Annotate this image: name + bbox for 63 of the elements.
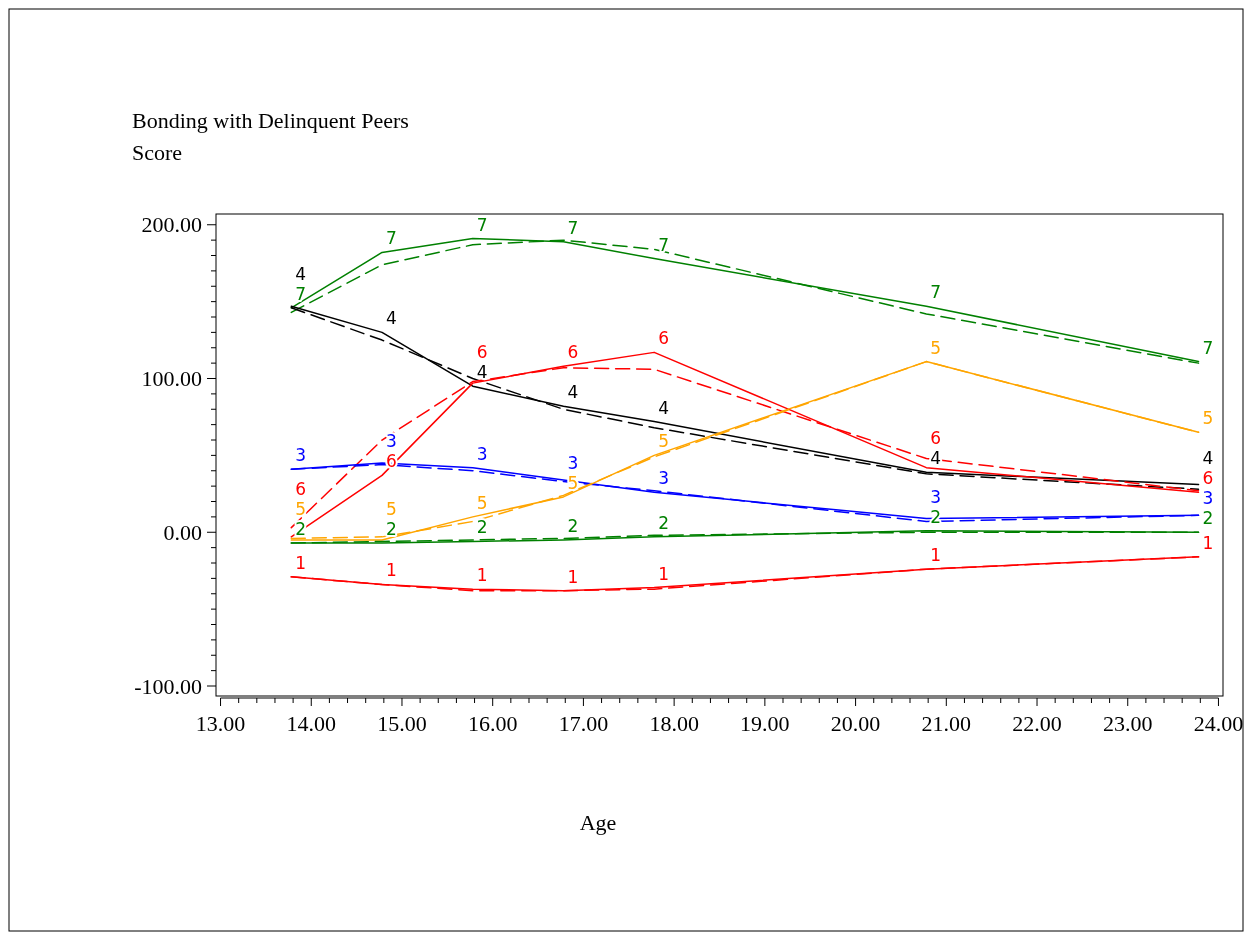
- text: 1: [1202, 532, 1214, 553]
- text: 1: [930, 545, 942, 566]
- text: 6: [567, 342, 579, 363]
- text: 3: [658, 468, 670, 489]
- text: 7: [567, 217, 579, 238]
- text: 6: [476, 342, 488, 363]
- text: 5: [930, 337, 942, 358]
- text: 4: [1202, 448, 1214, 469]
- text: 6: [295, 478, 307, 499]
- series-label: 4: [930, 448, 942, 469]
- text: 1: [476, 565, 488, 586]
- text: 5: [295, 498, 307, 519]
- text: 2: [386, 518, 397, 539]
- text: 6: [658, 328, 670, 349]
- text: 7: [1202, 337, 1214, 358]
- text: 3: [567, 452, 579, 473]
- y-tick-label: 0.00: [163, 519, 202, 545]
- text: 7: [476, 214, 488, 235]
- text: 4: [476, 362, 488, 383]
- series-label: 5: [476, 492, 488, 513]
- text: 3: [930, 486, 942, 507]
- text: 7: [930, 282, 942, 303]
- x-axis-title: Age: [579, 810, 617, 835]
- text: 2: [658, 512, 670, 533]
- x-tick-label: 18.00: [649, 711, 699, 736]
- text: 1: [386, 560, 397, 581]
- y-tick-label: 200.00: [141, 212, 202, 238]
- y-tick-label: -100.00: [134, 673, 202, 699]
- text: 4: [386, 308, 397, 329]
- text: 2: [476, 517, 488, 538]
- x-tick-label: 24.00: [1193, 711, 1244, 736]
- x-tick-label: 21.00: [921, 711, 972, 736]
- x-tick-label: 22.00: [1012, 711, 1062, 736]
- text: 1: [567, 566, 579, 587]
- x-tick-label: 17.00: [558, 711, 609, 736]
- x-tick-label: 19.00: [740, 711, 790, 736]
- text: 5: [658, 431, 670, 452]
- y-axis-title: Bonding with Delinquent Peers Score: [132, 108, 409, 165]
- x-tick-label: 16.00: [467, 711, 518, 736]
- series-label: 2: [567, 515, 579, 536]
- text: 2: [1202, 508, 1214, 529]
- x-tick-label: 20.00: [830, 711, 881, 736]
- text: 7: [658, 234, 670, 255]
- series-label: 7: [295, 283, 307, 304]
- x-tick-label: 14.00: [286, 711, 337, 736]
- text: 7: [386, 228, 397, 249]
- x-tick-label: 23.00: [1102, 711, 1153, 736]
- text: 5: [1202, 408, 1214, 429]
- text: 4: [295, 263, 307, 284]
- text: 6: [930, 428, 942, 449]
- text: 3: [386, 431, 397, 452]
- y-tick-label: 100.00: [141, 366, 202, 392]
- text: 4: [658, 397, 670, 418]
- x-tick-label: 15.00: [377, 711, 427, 736]
- text: 4: [567, 382, 579, 403]
- series-label: 1: [658, 563, 670, 584]
- text: 1: [295, 552, 307, 573]
- text: 3: [476, 443, 488, 464]
- x-tick-label: 13.00: [195, 711, 246, 736]
- text: 5: [386, 498, 397, 519]
- series-label: 3: [295, 445, 307, 466]
- text: 6: [1202, 468, 1214, 489]
- text: 3: [1202, 488, 1214, 509]
